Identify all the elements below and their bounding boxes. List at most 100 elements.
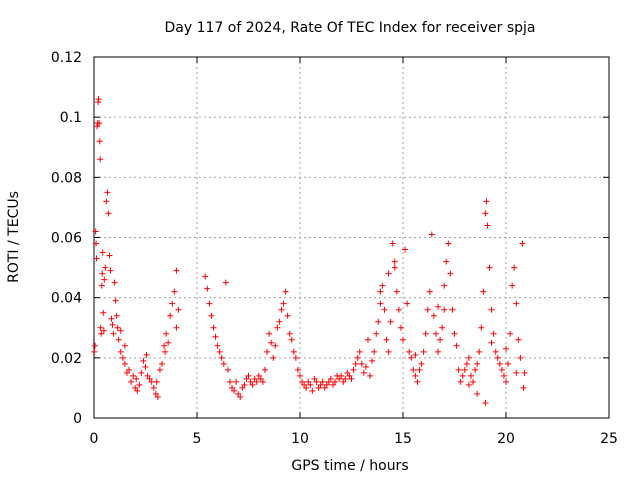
data-point	[222, 279, 229, 286]
data-point	[173, 324, 180, 331]
data-point	[268, 339, 275, 346]
data-point	[165, 339, 172, 346]
data-point	[231, 387, 238, 394]
data-point	[299, 378, 306, 385]
data-point	[226, 378, 233, 385]
data-point	[92, 342, 99, 349]
data-point	[175, 306, 182, 313]
data-point	[152, 390, 159, 397]
data-point	[150, 384, 157, 391]
y-tick-label: 0	[73, 411, 82, 427]
data-point	[449, 306, 456, 313]
data-point	[430, 312, 437, 319]
data-point	[387, 318, 394, 325]
data-point	[484, 222, 491, 229]
data-point	[100, 327, 107, 334]
data-point	[130, 372, 137, 379]
x-tick-label: 25	[600, 431, 618, 447]
data-point	[169, 300, 176, 307]
data-point	[167, 312, 174, 319]
data-point	[102, 264, 109, 271]
data-point	[243, 375, 250, 382]
data-point	[117, 348, 124, 355]
data-point	[136, 381, 143, 388]
x-tick-label: 10	[291, 431, 309, 447]
data-point	[439, 324, 446, 331]
data-point	[428, 231, 435, 238]
data-point	[292, 354, 299, 361]
data-point	[255, 372, 262, 379]
data-point	[101, 276, 108, 283]
data-point	[97, 324, 104, 331]
data-point	[519, 240, 526, 247]
data-point	[327, 375, 334, 382]
data-point	[235, 390, 242, 397]
data-point	[105, 210, 112, 217]
data-point	[237, 393, 244, 400]
data-point	[373, 330, 380, 337]
data-point	[360, 369, 367, 376]
data-point	[297, 372, 303, 379]
axis-ticks	[93, 56, 610, 419]
data-point	[391, 258, 398, 265]
data-point	[261, 366, 268, 373]
data-point	[383, 336, 390, 343]
data-point	[480, 288, 487, 295]
data-point	[313, 378, 320, 385]
data-point	[323, 381, 330, 388]
data-point	[395, 306, 402, 313]
data-point	[233, 378, 240, 385]
data-point	[397, 324, 404, 331]
data-point	[391, 264, 398, 271]
data-point	[348, 375, 355, 382]
data-point	[362, 363, 369, 370]
data-point	[303, 384, 310, 391]
data-point	[133, 375, 140, 382]
data-point	[212, 333, 219, 340]
grid	[94, 57, 609, 418]
data-point	[500, 372, 507, 379]
data-point	[113, 312, 120, 319]
y-tick-label: 0.12	[51, 50, 82, 66]
data-point	[108, 315, 115, 322]
data-point	[264, 348, 271, 355]
data-point	[369, 357, 376, 364]
data-point	[346, 372, 353, 379]
data-point	[278, 306, 285, 313]
data-point	[490, 330, 497, 337]
data-point	[389, 240, 396, 247]
data-point	[406, 348, 413, 355]
data-point	[465, 354, 472, 361]
data-point	[104, 189, 111, 196]
data-point	[453, 342, 460, 349]
data-point	[132, 384, 139, 391]
data-point	[443, 258, 450, 265]
data-point	[94, 123, 101, 130]
data-point	[457, 378, 464, 385]
data-point	[463, 360, 470, 367]
data-point	[241, 381, 248, 388]
data-point	[319, 378, 326, 385]
data-point	[93, 255, 100, 262]
data-point	[93, 240, 100, 247]
data-point	[294, 366, 301, 373]
data-point	[482, 210, 489, 217]
data-point	[216, 348, 223, 355]
data-point	[474, 360, 481, 367]
data-point	[459, 372, 466, 379]
data-point	[367, 372, 374, 379]
data-point	[356, 348, 363, 355]
data-point	[455, 366, 462, 373]
data-point	[171, 288, 178, 295]
data-point	[210, 324, 217, 331]
data-point	[97, 156, 104, 163]
y-tick-label: 0.08	[51, 170, 82, 186]
data-point	[377, 288, 384, 295]
data-point	[418, 360, 425, 367]
data-point	[119, 354, 126, 361]
data-point	[441, 282, 448, 289]
data-point	[344, 369, 351, 376]
data-point	[342, 375, 349, 382]
data-point	[478, 324, 485, 331]
